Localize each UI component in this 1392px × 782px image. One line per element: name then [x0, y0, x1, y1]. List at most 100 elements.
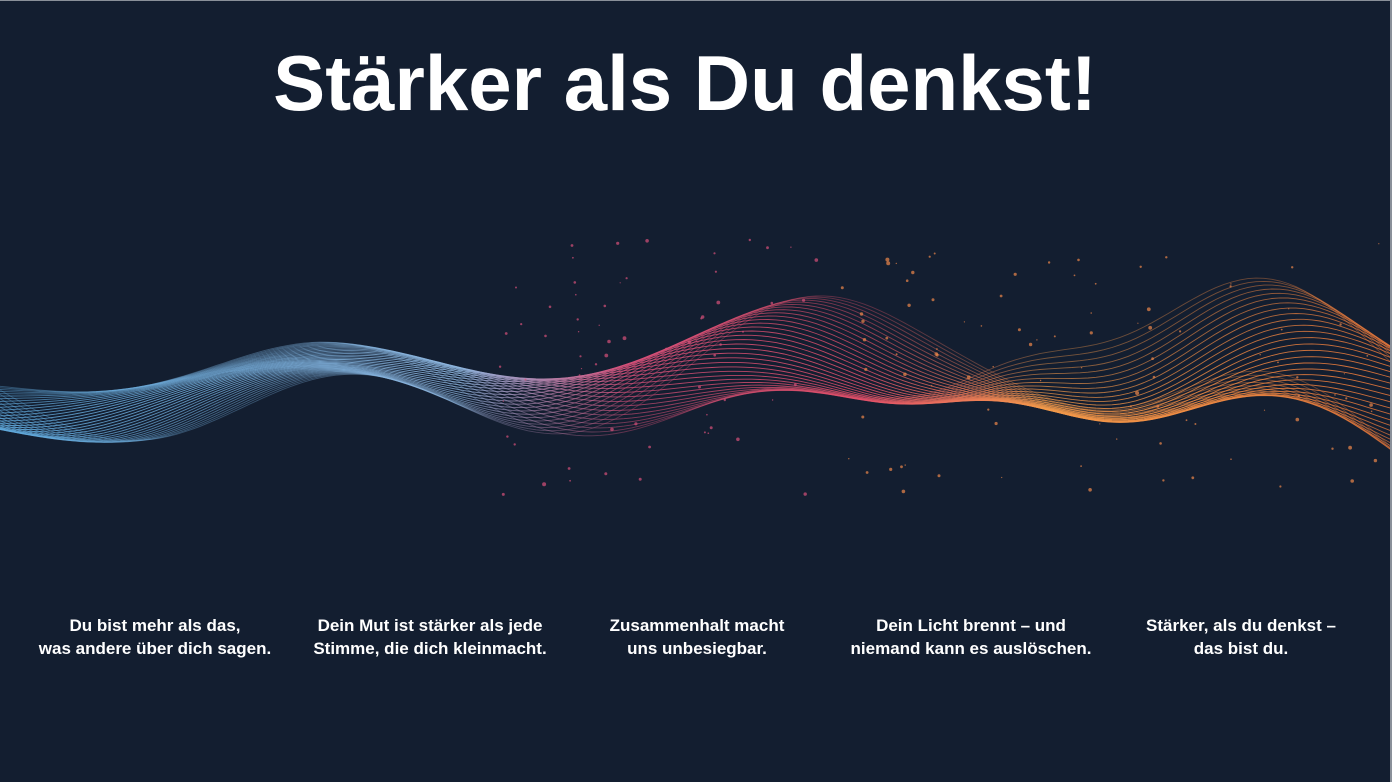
particle — [1350, 479, 1354, 483]
particle — [709, 426, 713, 430]
wave-line — [0, 297, 1392, 451]
caption-3: Zusammenhalt macht uns unbesiegbar. — [562, 614, 832, 660]
particle — [645, 239, 649, 243]
particle — [604, 472, 608, 476]
particle — [999, 294, 1003, 298]
particle — [576, 318, 579, 321]
particle — [1331, 447, 1334, 450]
particle — [700, 317, 703, 320]
particle — [1036, 339, 1038, 341]
particle — [506, 435, 509, 438]
particle — [515, 286, 517, 289]
caption-1-line-2: was andere über dich sagen. — [38, 639, 272, 658]
wave-line — [0, 307, 1392, 407]
wave-line — [0, 348, 1392, 431]
particle — [748, 238, 751, 242]
particle — [1039, 379, 1042, 382]
particle — [771, 399, 774, 401]
wave-line — [0, 288, 1392, 425]
particle — [1090, 312, 1092, 314]
particle — [698, 385, 701, 389]
particle — [911, 270, 915, 275]
particle — [1028, 342, 1033, 347]
particle — [885, 336, 889, 340]
particle — [695, 340, 698, 342]
particle — [1291, 266, 1294, 269]
particle — [603, 304, 607, 308]
caption-4: Dein Licht brennt – und niemand kann es … — [836, 614, 1106, 660]
particle — [1146, 307, 1151, 312]
wave-line — [0, 330, 1392, 414]
wave-line — [0, 313, 1392, 405]
particle — [580, 368, 583, 370]
particle — [905, 279, 909, 282]
particle — [1369, 403, 1373, 407]
caption-4-line-2: niemand kann es auslöschen. — [850, 639, 1092, 658]
particle — [524, 378, 527, 381]
caption-3-line-2: uns unbesiegbar. — [627, 639, 767, 658]
particle — [567, 467, 571, 470]
particle — [544, 334, 547, 338]
particle — [1295, 417, 1300, 422]
particle — [790, 246, 792, 248]
particle — [1343, 373, 1345, 375]
particle — [1366, 355, 1369, 357]
particle — [1148, 325, 1153, 330]
particle — [1094, 282, 1097, 285]
particle — [861, 415, 865, 419]
particle — [610, 427, 614, 432]
particle — [1334, 394, 1336, 396]
particle — [498, 365, 502, 368]
wave-line — [0, 295, 1392, 449]
wave-line — [0, 324, 1392, 411]
particle — [1263, 409, 1266, 411]
wave-lines — [0, 277, 1392, 452]
particle — [1339, 323, 1342, 326]
wave-line — [0, 343, 1392, 432]
particle — [1288, 308, 1290, 310]
particle — [900, 465, 903, 469]
particle — [578, 374, 581, 376]
particle — [598, 324, 600, 326]
wave-line — [0, 302, 1392, 411]
particle — [1152, 375, 1156, 379]
particle — [931, 298, 935, 302]
wave-line — [0, 299, 1392, 452]
particle — [1230, 458, 1232, 460]
wave-line — [0, 337, 1392, 417]
particle — [622, 336, 627, 341]
particle — [604, 353, 609, 358]
particle — [707, 432, 710, 434]
particle — [861, 319, 865, 323]
particle — [713, 252, 716, 255]
particle — [1194, 423, 1197, 425]
particle — [928, 255, 931, 258]
particle — [638, 477, 642, 481]
particle — [1345, 397, 1348, 400]
caption-3-line-1: Zusammenhalt macht — [609, 616, 785, 635]
particle — [1296, 376, 1299, 379]
particle — [579, 355, 582, 358]
particle — [848, 458, 850, 460]
particle — [766, 246, 769, 250]
particle — [1080, 465, 1082, 467]
particle — [1191, 476, 1195, 480]
slide-title: Stärker als Du denkst! — [273, 39, 1097, 127]
particle — [936, 348, 938, 350]
particle — [501, 492, 505, 496]
captions-row: Du bist mehr als das, was andere über di… — [0, 614, 1392, 674]
particle — [1159, 442, 1162, 445]
particle — [904, 464, 906, 466]
particle — [859, 312, 864, 316]
particle — [1179, 330, 1182, 333]
caption-2-line-1: Dein Mut ist stärker als jede — [317, 616, 543, 635]
caption-5: Stärker, als du denkst – das bist du. — [1106, 614, 1376, 660]
wave-line — [0, 306, 1392, 447]
particle — [719, 343, 722, 346]
particle — [548, 305, 552, 309]
particle — [1297, 394, 1301, 397]
wave-illustration — [0, 238, 1392, 496]
particle — [992, 365, 994, 368]
particle — [619, 282, 621, 284]
particle — [803, 492, 807, 496]
